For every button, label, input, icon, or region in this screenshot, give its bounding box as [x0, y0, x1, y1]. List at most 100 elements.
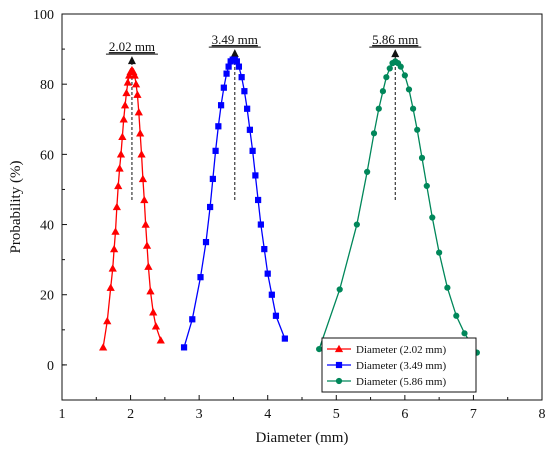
series-1-point — [140, 195, 149, 204]
series-1-point — [133, 90, 142, 98]
x-tick-label: 5 — [333, 407, 340, 422]
legend-label: Diameter (3.49 mm) — [356, 360, 446, 372]
series-1-point — [112, 202, 121, 211]
series-2-point — [281, 335, 288, 342]
x-tick-label: 1 — [59, 407, 66, 422]
legend-marker — [334, 344, 344, 353]
legend-items: Diameter (2.02 mm) Diameter (3.49 mm) Diam… — [327, 344, 446, 388]
y-tick-label: 100 — [33, 8, 54, 23]
series-2-point — [197, 274, 204, 281]
series-3-point — [418, 154, 426, 161]
annotation-label: 5.86 mm — [372, 32, 418, 47]
annotations-layer: 2.02 mm 3.49 mm 5.86 mm — [105, 32, 422, 200]
series-1-point — [110, 244, 119, 253]
series-1-line — [102, 69, 162, 348]
series-3-point — [379, 88, 387, 95]
legend-item-1: Diameter (2.02 mm) — [327, 344, 446, 356]
annotation-label: 3.49 mm — [212, 32, 258, 47]
x-tick-label: 7 — [470, 407, 477, 422]
series-2-point — [264, 270, 271, 277]
y-axis-title: Probability (%) — [8, 161, 24, 254]
x-axis: 1 2 3 4 5 6 7 8 — [59, 395, 546, 422]
series-2-point — [235, 63, 243, 70]
x-tick-label: 8 — [539, 407, 546, 422]
series-1-point — [119, 115, 128, 123]
series-1-point — [138, 174, 148, 183]
x-axis-title: Diameter (mm) — [256, 430, 349, 446]
series-1-point — [149, 308, 158, 316]
y-axis: 0 20 40 60 80 100 — [33, 8, 67, 374]
series-1-point — [103, 316, 112, 325]
series-3-point — [386, 65, 393, 72]
y-tick-label: 60 — [40, 148, 54, 163]
legend-marker — [335, 377, 343, 385]
series-3-point — [401, 72, 408, 79]
series-1-point — [120, 101, 130, 109]
annotation-arrowhead — [391, 49, 400, 58]
series-3 — [316, 58, 480, 356]
series-2-point — [252, 172, 259, 179]
x-tick-label: 2 — [127, 407, 134, 422]
annotation-arrowhead — [127, 56, 136, 65]
series-1-point — [106, 283, 115, 291]
series-1-point — [142, 241, 152, 249]
series-2-point — [215, 123, 222, 130]
x-tick-label: 3 — [196, 407, 203, 422]
series-2 — [180, 56, 288, 351]
series-3-point — [461, 330, 468, 337]
legend-label: Diameter (2.02 mm) — [356, 344, 446, 356]
legend-label: Diameter (5.86 mm) — [356, 376, 446, 388]
series-2-point — [220, 84, 227, 91]
series-3-point — [375, 105, 382, 112]
series-1-point — [108, 264, 117, 272]
peak-annotation-3: 5.86 mm — [369, 32, 422, 200]
x-tick-label: 6 — [401, 407, 408, 422]
series-2-point — [249, 147, 256, 154]
series-2-point — [244, 105, 251, 112]
series-2-point — [255, 196, 262, 204]
series-3-point — [409, 105, 417, 112]
series-3-point — [405, 86, 413, 93]
series-2-point — [209, 175, 216, 183]
series-1-point — [156, 336, 165, 344]
series-1-point — [130, 71, 139, 79]
series-3-point — [397, 63, 404, 70]
series-1-point — [131, 79, 141, 88]
series-3-point — [436, 249, 443, 256]
series-1-point — [123, 78, 132, 86]
series-2-point — [241, 88, 248, 95]
series-1-point — [111, 227, 120, 235]
series-layer — [99, 56, 480, 356]
series-2-point — [202, 238, 210, 246]
series-1-point — [134, 108, 143, 116]
series-3-point — [316, 346, 323, 353]
series-2-point — [180, 344, 188, 351]
series-3-point — [336, 286, 343, 293]
series-3-point — [370, 130, 378, 137]
series-3-point — [453, 312, 460, 319]
series-2-point — [233, 58, 240, 65]
series-3-point — [429, 214, 436, 221]
series-1-point — [136, 129, 145, 137]
series-3-point — [414, 126, 421, 133]
series-2-point — [268, 291, 275, 298]
series-3-point — [423, 182, 430, 190]
series-3-point — [444, 284, 451, 291]
series-3-point — [383, 74, 390, 81]
series-1-point — [122, 88, 131, 97]
series-2-point — [272, 312, 280, 319]
series-2-point — [257, 221, 264, 228]
series-2-point — [223, 70, 230, 77]
series-2-point — [189, 316, 196, 323]
legend-item-2: Diameter (3.49 mm) — [327, 360, 446, 372]
series-1-point — [146, 287, 155, 295]
series-1-point — [116, 150, 126, 158]
peak-annotation-2: 3.49 mm — [208, 32, 261, 200]
annotation-arrowhead — [230, 49, 239, 58]
legend-marker — [335, 361, 343, 369]
series-2-point — [212, 147, 219, 154]
series-2-point — [217, 102, 225, 109]
series-2-point — [207, 203, 214, 211]
legend: Diameter (2.02 mm) Diameter (3.49 mm) Diam… — [321, 337, 477, 393]
